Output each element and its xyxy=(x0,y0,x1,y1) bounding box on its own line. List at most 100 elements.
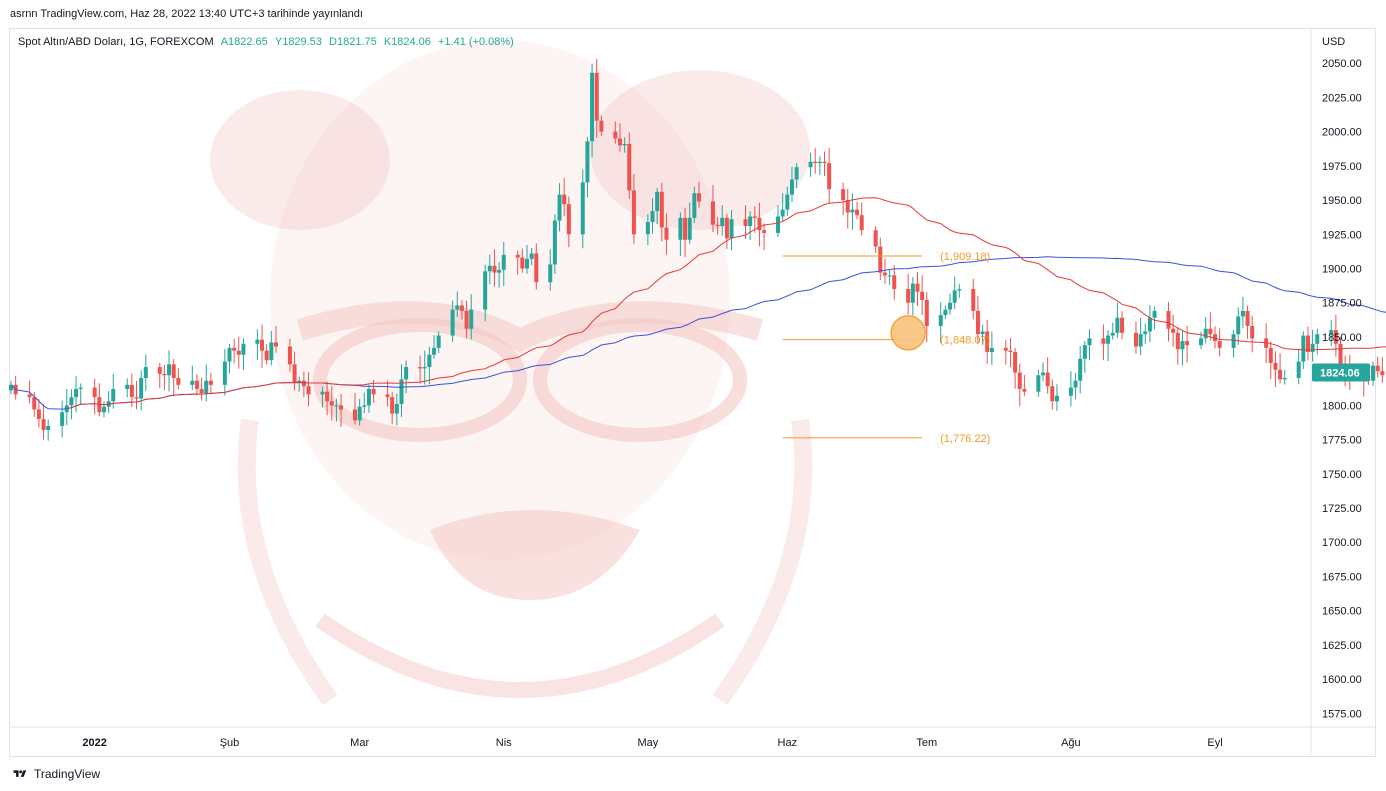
candle xyxy=(692,186,697,224)
candle xyxy=(715,216,720,235)
candle-body xyxy=(873,230,878,247)
candle-body xyxy=(232,347,237,351)
candle xyxy=(590,63,595,158)
candle-body xyxy=(971,289,976,311)
candle xyxy=(729,210,734,251)
candle xyxy=(1106,330,1111,362)
price-tick-label: 2050.00 xyxy=(1322,58,1362,70)
highlight-circle[interactable] xyxy=(890,315,926,351)
candle-body xyxy=(199,388,204,394)
candle xyxy=(483,264,488,322)
candle xyxy=(1017,363,1022,407)
chart-frame xyxy=(9,28,1376,757)
candle xyxy=(585,137,590,198)
candle-body xyxy=(1008,350,1013,352)
candle xyxy=(975,295,980,344)
candle-body xyxy=(664,227,669,240)
candle-body xyxy=(938,315,943,326)
candle-body xyxy=(622,143,627,146)
price-tick-label: 1975.00 xyxy=(1322,161,1362,173)
candle xyxy=(273,325,278,353)
candle xyxy=(422,350,427,385)
candle xyxy=(985,319,990,364)
candle xyxy=(948,293,953,315)
watermark-shape xyxy=(533,318,747,442)
footer-brand[interactable]: TradingView xyxy=(10,767,100,781)
candle-body xyxy=(1133,332,1138,347)
candle xyxy=(450,300,455,342)
candle-body xyxy=(492,265,497,273)
candle xyxy=(845,188,850,229)
candle-body xyxy=(1375,365,1380,372)
candle-body xyxy=(827,163,832,190)
candle xyxy=(580,169,585,249)
candle xyxy=(101,401,106,418)
candle-body xyxy=(227,347,232,362)
candle xyxy=(92,378,97,415)
candle xyxy=(1250,315,1255,353)
candle-body xyxy=(111,388,116,402)
candle-body xyxy=(41,419,46,431)
candle xyxy=(822,151,827,176)
candle xyxy=(1180,330,1185,366)
candle xyxy=(297,376,302,392)
watermark-shape xyxy=(315,613,725,698)
candle xyxy=(390,391,395,425)
price-axis[interactable]: USD 2050.00 2025.00 2000.00 1975.00 1950.00 19… xyxy=(1312,36,1370,720)
candle-body xyxy=(762,230,767,233)
watermark-shape xyxy=(590,70,810,230)
candle-body xyxy=(353,409,357,421)
candle xyxy=(1073,372,1078,400)
candle xyxy=(957,283,962,298)
candle-body xyxy=(1240,310,1245,317)
candle-body xyxy=(525,258,529,269)
candle-body xyxy=(190,380,195,385)
candle xyxy=(1296,348,1301,385)
candle xyxy=(1278,353,1283,384)
candle xyxy=(1101,324,1106,360)
candle xyxy=(989,331,994,365)
candle xyxy=(139,370,144,411)
candle-body xyxy=(260,339,265,351)
candle-body xyxy=(650,211,655,222)
watermark-shape xyxy=(430,510,640,600)
candle xyxy=(1231,330,1236,358)
candle-body xyxy=(1050,386,1055,402)
candle xyxy=(287,338,292,372)
watermark-shape xyxy=(712,418,813,706)
candle-body xyxy=(989,347,994,352)
candle xyxy=(813,147,818,174)
candle xyxy=(924,292,929,343)
candle xyxy=(190,365,195,391)
candle-body xyxy=(297,380,302,383)
candle-body xyxy=(264,350,269,361)
candle-body xyxy=(329,401,334,406)
symbol-name[interactable]: Spot Altın/ABD Doları, 1G, FOREXCOM xyxy=(18,36,214,48)
candle xyxy=(436,331,441,354)
candle xyxy=(789,166,794,202)
candle-body xyxy=(780,209,785,217)
candle-body xyxy=(162,373,167,376)
candle-body xyxy=(613,131,618,139)
candle-body xyxy=(292,364,297,383)
candle-body xyxy=(32,397,37,410)
candle-body xyxy=(497,269,502,273)
candle xyxy=(60,400,65,438)
candle-body xyxy=(450,309,455,336)
candle xyxy=(1054,384,1059,411)
candle xyxy=(785,186,790,216)
candle xyxy=(1013,347,1018,389)
candle-body xyxy=(659,191,664,228)
candle-body xyxy=(655,191,660,212)
candle-body xyxy=(176,378,181,385)
candle-body xyxy=(204,380,209,394)
time-tick-label: Mar xyxy=(350,737,369,749)
candle-body xyxy=(301,380,306,387)
candle xyxy=(1371,361,1376,386)
candle-body xyxy=(743,219,748,227)
candle-body xyxy=(1171,328,1176,333)
time-axis[interactable]: 2022 Şub Mar Nis May Haz Tem Ağu Eyl xyxy=(82,737,1222,749)
candle xyxy=(552,214,557,274)
candle xyxy=(1380,357,1385,383)
